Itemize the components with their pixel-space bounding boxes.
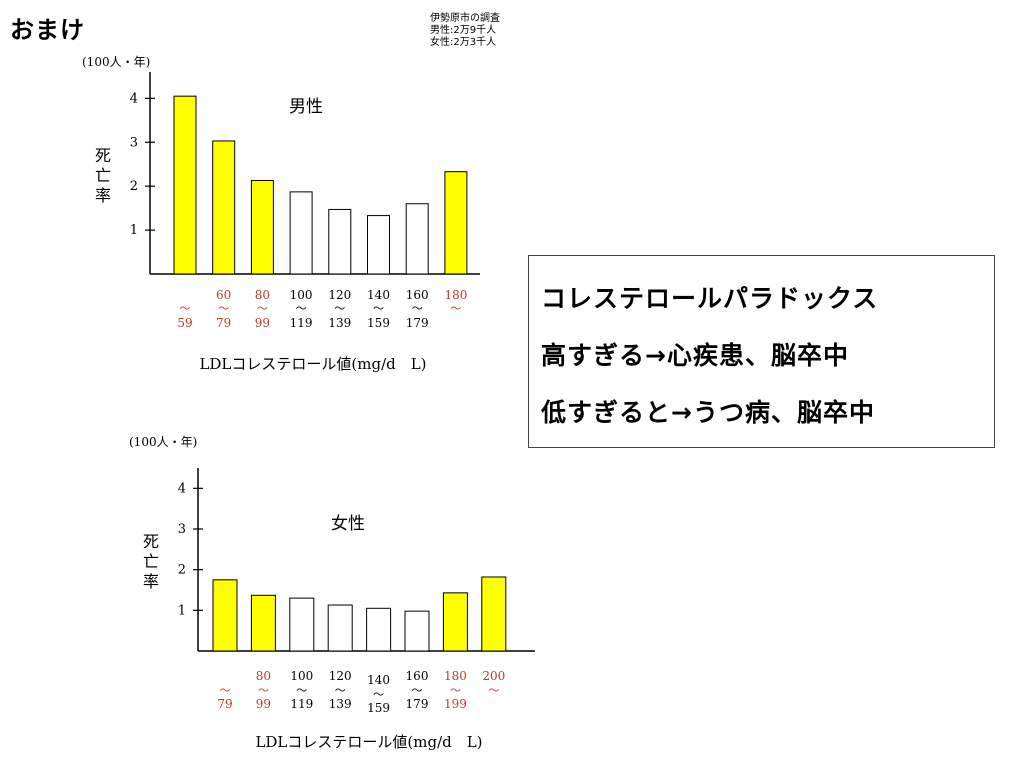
x-tick-label-lower-bound: 160 [406, 669, 429, 683]
x-tick-label-lower-bound: 140 [367, 288, 390, 302]
bar [212, 579, 238, 652]
y-tick-label: 2 [178, 563, 186, 578]
female-mortality-chart: 1234(100人・年)死亡率女性〜7980〜99100〜119120〜1391… [129, 435, 535, 751]
bar [212, 140, 236, 275]
x-axis-label: LDLコレステロール値(mg/d L) [199, 355, 426, 373]
bar [327, 604, 353, 652]
y-tick-label: 3 [130, 135, 138, 150]
x-tick-label-upper-bound: 99 [255, 316, 270, 330]
x-tick-label-separator: 〜 [335, 684, 346, 697]
x-tick-label-lower-bound: 80 [255, 288, 270, 302]
x-tick-label-lower-bound: 160 [406, 288, 429, 302]
y-axis-label-char: 死 [143, 532, 159, 551]
x-tick-label-upper-bound: 139 [329, 697, 352, 711]
y-tick-label: 3 [178, 522, 186, 537]
y-tick-label: 4 [178, 481, 186, 496]
x-tick-label-lower-bound: 120 [329, 669, 352, 683]
x-tick-label-separator: 〜 [450, 302, 461, 315]
bar [173, 95, 197, 275]
x-tick-label-lower-bound: 200 [482, 669, 505, 683]
x-tick-label-separator: 〜 [373, 302, 384, 315]
bar [404, 610, 430, 652]
x-tick-label-separator: 〜 [220, 684, 231, 697]
x-tick-label-lower-bound: 120 [328, 288, 351, 302]
x-tick-label-separator: 〜 [296, 302, 307, 315]
y-unit-label: (100人・年) [129, 435, 197, 449]
bar [289, 191, 313, 275]
bar [405, 203, 429, 275]
y-axis-label-char: 亡 [143, 552, 159, 571]
source-note-line: 男性:2万9千人 [430, 25, 497, 36]
x-tick-label-lower-bound: 100 [290, 288, 313, 302]
x-tick-label-separator: 〜 [258, 684, 269, 697]
x-tick-label-upper-bound: 119 [290, 697, 313, 711]
cholesterol-paradox-callout: コレステロールパラドックス 高すぎる→心疾患、脳卒中 低すぎると→うつ病、脳卒中 [528, 255, 995, 448]
x-tick-label-lower-bound: 60 [216, 288, 231, 302]
x-tick-label-separator: 〜 [296, 684, 307, 697]
x-tick-label-separator: 〜 [373, 688, 384, 701]
y-tick-label: 1 [130, 223, 138, 238]
callout-line-high: 高すぎる→心疾患、脳卒中 [541, 341, 849, 370]
bar [289, 597, 315, 652]
x-tick-label-separator: 〜 [412, 684, 423, 697]
x-tick-label-lower-bound: 140 [367, 673, 390, 687]
chart-title: 女性 [331, 514, 365, 534]
y-unit-label: (100人・年) [82, 55, 150, 69]
x-axis-label: LDLコレステロール値(mg/d L) [255, 733, 482, 751]
x-tick-label-upper-bound: 179 [406, 316, 429, 330]
bar [481, 576, 507, 652]
y-axis-label-char: 率 [95, 186, 111, 205]
x-tick-label-lower-bound: 80 [256, 669, 271, 683]
x-tick-label-upper-bound: 79 [217, 697, 232, 711]
x-tick-label-separator: 〜 [180, 302, 191, 315]
x-tick-label-upper-bound: 139 [328, 316, 351, 330]
bar [367, 215, 390, 275]
bar [250, 594, 276, 652]
y-tick-label: 2 [130, 179, 138, 194]
bar [328, 208, 352, 275]
x-tick-label-separator: 〜 [334, 302, 345, 315]
bar [366, 607, 392, 652]
callout-line-low: 低すぎると→うつ病、脳卒中 [541, 398, 875, 427]
x-tick-label-upper-bound: 119 [290, 316, 313, 330]
chart-title: 男性 [289, 97, 323, 117]
source-note: 伊勢原市の調査 男性:2万9千人 女性:2万3千人 [430, 13, 500, 49]
x-tick-label-separator: 〜 [488, 684, 499, 697]
callout-heading: コレステロールパラドックス [541, 284, 879, 313]
x-tick-label-separator: 〜 [257, 302, 268, 315]
x-tick-label-upper-bound: 99 [256, 697, 271, 711]
page-title: おまけ [10, 16, 85, 44]
x-tick-label-upper-bound: 179 [406, 697, 429, 711]
y-tick-label: 1 [178, 603, 186, 618]
source-note-line: 伊勢原市の調査 [430, 13, 500, 24]
x-tick-label-lower-bound: 180 [444, 669, 467, 683]
x-tick-label-lower-bound: 180 [444, 288, 467, 302]
y-axis-label-char: 亡 [95, 166, 111, 185]
x-tick-label-upper-bound: 159 [367, 701, 390, 715]
y-axis-label-char: 死 [95, 146, 111, 165]
x-tick-label-lower-bound: 100 [290, 669, 313, 683]
male-mortality-chart: 1234(100人・年)死亡率男性〜5960〜7980〜99100〜119120… [82, 55, 480, 373]
y-tick-label: 4 [130, 91, 138, 106]
y-axis-label-char: 率 [143, 572, 159, 591]
bar [442, 592, 468, 652]
x-tick-label-upper-bound: 79 [216, 316, 231, 330]
x-tick-label-separator: 〜 [218, 302, 229, 315]
bar [444, 171, 468, 275]
bar [250, 179, 274, 275]
x-tick-label-separator: 〜 [450, 684, 461, 697]
x-tick-label-upper-bound: 159 [367, 316, 390, 330]
source-note-line: 女性:2万3千人 [430, 37, 497, 48]
x-tick-label-separator: 〜 [412, 302, 423, 315]
x-tick-label-upper-bound: 199 [444, 697, 467, 711]
x-tick-label-upper-bound: 59 [177, 316, 192, 330]
